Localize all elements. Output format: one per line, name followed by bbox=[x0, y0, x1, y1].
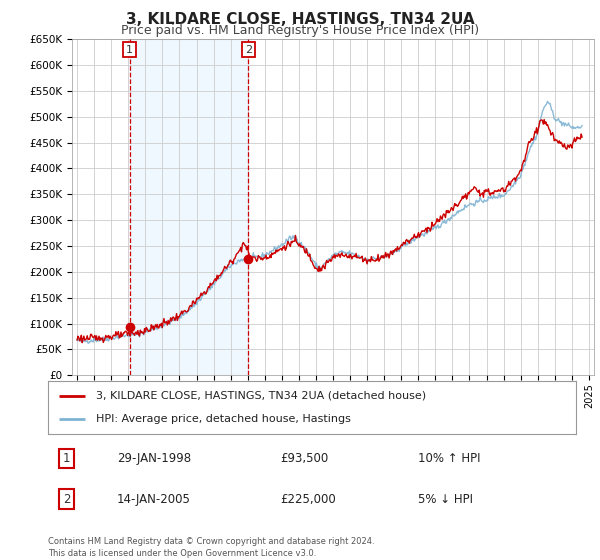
Text: HPI: Average price, detached house, Hastings: HPI: Average price, detached house, Hast… bbox=[95, 414, 350, 424]
Text: 29-JAN-1998: 29-JAN-1998 bbox=[116, 452, 191, 465]
Text: Price paid vs. HM Land Registry's House Price Index (HPI): Price paid vs. HM Land Registry's House … bbox=[121, 24, 479, 37]
Text: 3, KILDARE CLOSE, HASTINGS, TN34 2UA: 3, KILDARE CLOSE, HASTINGS, TN34 2UA bbox=[125, 12, 475, 27]
Text: 2: 2 bbox=[245, 45, 252, 54]
Text: 1: 1 bbox=[126, 45, 133, 54]
Text: Contains HM Land Registry data © Crown copyright and database right 2024.
This d: Contains HM Land Registry data © Crown c… bbox=[48, 537, 374, 558]
Text: 10% ↑ HPI: 10% ↑ HPI bbox=[418, 452, 480, 465]
Bar bbox=[130, 39, 248, 375]
Text: 14-JAN-2005: 14-JAN-2005 bbox=[116, 493, 191, 506]
Text: £93,500: £93,500 bbox=[280, 452, 329, 465]
Text: 5% ↓ HPI: 5% ↓ HPI bbox=[418, 493, 473, 506]
Text: 3, KILDARE CLOSE, HASTINGS, TN34 2UA (detached house): 3, KILDARE CLOSE, HASTINGS, TN34 2UA (de… bbox=[95, 391, 425, 401]
Text: £225,000: £225,000 bbox=[280, 493, 336, 506]
Text: 1: 1 bbox=[63, 452, 70, 465]
Text: 2: 2 bbox=[63, 493, 70, 506]
